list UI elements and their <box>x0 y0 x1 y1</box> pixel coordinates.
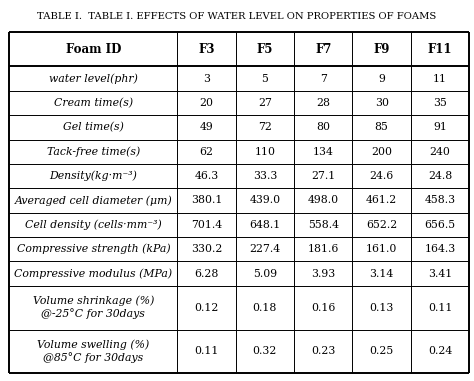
Text: 85: 85 <box>375 122 389 132</box>
Text: 200: 200 <box>371 147 392 157</box>
Text: TABLE I.  TABLE I. EFFECTS OF WATER LEVEL ON PROPERTIES OF FOAMS: TABLE I. TABLE I. EFFECTS OF WATER LEVEL… <box>37 12 437 21</box>
Text: 7: 7 <box>320 74 327 84</box>
Text: 652.2: 652.2 <box>366 220 397 230</box>
Text: 0.25: 0.25 <box>370 346 394 357</box>
Text: F9: F9 <box>374 43 390 56</box>
Text: 6.28: 6.28 <box>194 269 219 279</box>
Text: 46.3: 46.3 <box>194 171 219 181</box>
Text: Averaged cell diameter (μm): Averaged cell diameter (μm) <box>15 195 172 206</box>
Text: Gel time(s): Gel time(s) <box>63 122 124 133</box>
Text: 161.0: 161.0 <box>366 244 397 254</box>
Text: water level(phr): water level(phr) <box>49 74 138 84</box>
Text: Cream time(s): Cream time(s) <box>54 98 133 108</box>
Text: 648.1: 648.1 <box>249 220 281 230</box>
Text: Compressive strength (kPa): Compressive strength (kPa) <box>17 244 170 255</box>
Text: 11: 11 <box>433 74 447 84</box>
Text: Foam ID: Foam ID <box>66 43 121 56</box>
Text: 5.09: 5.09 <box>253 269 277 279</box>
Text: 498.0: 498.0 <box>308 195 339 205</box>
Text: 20: 20 <box>200 98 213 108</box>
Text: Density(kg·m⁻³): Density(kg·m⁻³) <box>49 171 137 181</box>
Text: Compressive modulus (MPa): Compressive modulus (MPa) <box>14 268 173 279</box>
Text: F11: F11 <box>428 43 452 56</box>
Text: 0.12: 0.12 <box>194 303 219 313</box>
Text: 30: 30 <box>374 98 389 108</box>
Text: 91: 91 <box>433 122 447 132</box>
Text: 330.2: 330.2 <box>191 244 222 254</box>
Text: 181.6: 181.6 <box>308 244 339 254</box>
Text: Volume shrinkage (%)
@-25°C for 30days: Volume shrinkage (%) @-25°C for 30days <box>33 296 154 319</box>
Text: 49: 49 <box>200 122 213 132</box>
Text: 24.8: 24.8 <box>428 171 452 181</box>
Text: 380.1: 380.1 <box>191 195 222 205</box>
Text: 110: 110 <box>255 147 275 157</box>
Text: 458.3: 458.3 <box>425 195 456 205</box>
Text: 0.18: 0.18 <box>253 303 277 313</box>
Text: 0.24: 0.24 <box>428 346 452 357</box>
Text: 656.5: 656.5 <box>425 220 456 230</box>
Text: Cell density (cells·mm⁻³): Cell density (cells·mm⁻³) <box>25 219 162 230</box>
Text: F7: F7 <box>315 43 331 56</box>
Text: 62: 62 <box>200 147 213 157</box>
Text: 9: 9 <box>378 74 385 84</box>
Text: 0.23: 0.23 <box>311 346 336 357</box>
Text: 0.11: 0.11 <box>194 346 219 357</box>
Text: 24.6: 24.6 <box>370 171 394 181</box>
Text: 0.16: 0.16 <box>311 303 336 313</box>
Text: 701.4: 701.4 <box>191 220 222 230</box>
Text: 27: 27 <box>258 98 272 108</box>
Text: 439.0: 439.0 <box>249 195 281 205</box>
Text: 0.13: 0.13 <box>370 303 394 313</box>
Text: 134: 134 <box>313 147 334 157</box>
Text: 72: 72 <box>258 122 272 132</box>
Text: 0.32: 0.32 <box>253 346 277 357</box>
Text: 3.14: 3.14 <box>370 269 394 279</box>
Text: 3: 3 <box>203 74 210 84</box>
Text: 3.93: 3.93 <box>311 269 336 279</box>
Text: 80: 80 <box>316 122 330 132</box>
Text: 0.11: 0.11 <box>428 303 452 313</box>
Text: 28: 28 <box>316 98 330 108</box>
Text: F5: F5 <box>257 43 273 56</box>
Text: 5: 5 <box>262 74 268 84</box>
Text: Tack-free time(s): Tack-free time(s) <box>47 146 140 157</box>
Text: 164.3: 164.3 <box>424 244 456 254</box>
Text: F3: F3 <box>198 43 215 56</box>
Text: 558.4: 558.4 <box>308 220 339 230</box>
Text: Volume swelling (%)
@85°C for 30days: Volume swelling (%) @85°C for 30days <box>37 339 149 363</box>
Text: 227.4: 227.4 <box>249 244 281 254</box>
Text: 3.41: 3.41 <box>428 269 452 279</box>
Text: 33.3: 33.3 <box>253 171 277 181</box>
Text: 35: 35 <box>433 98 447 108</box>
Text: 240: 240 <box>429 147 450 157</box>
Text: 27.1: 27.1 <box>311 171 336 181</box>
Text: 461.2: 461.2 <box>366 195 397 205</box>
